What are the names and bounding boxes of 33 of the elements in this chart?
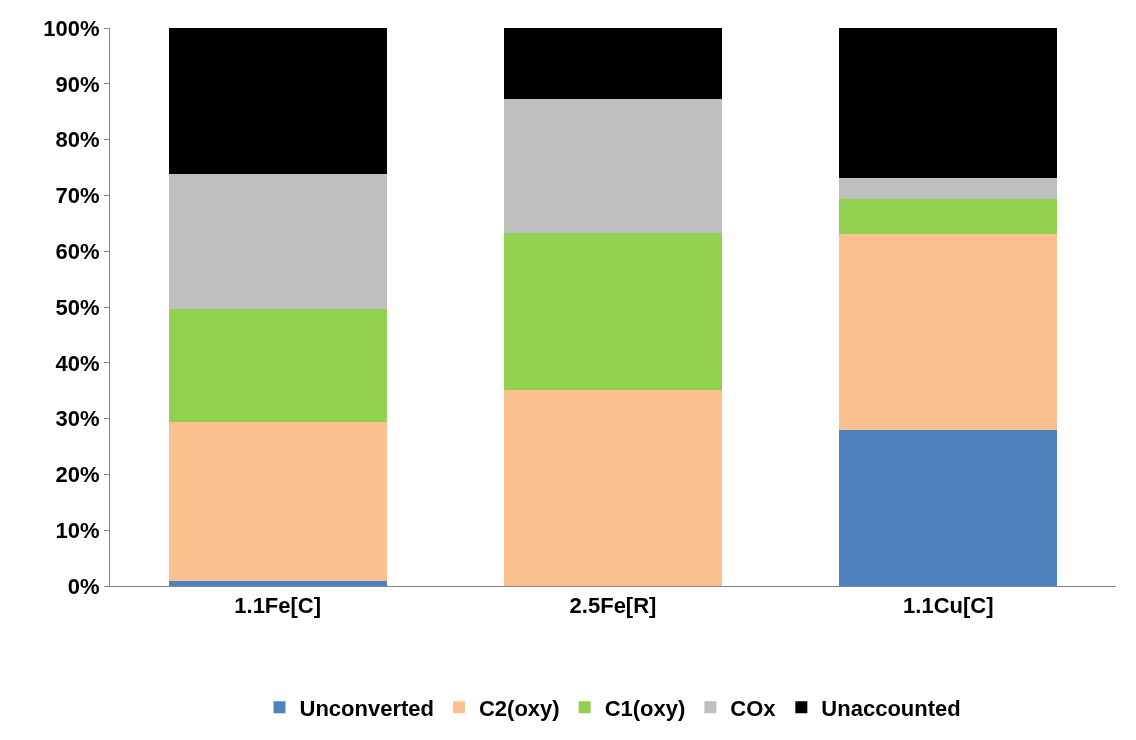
legend-label: C2(oxy) [478, 695, 560, 721]
bar [168, 28, 387, 175]
y-tick-label: 90% [55, 71, 100, 97]
legend-label: COx [730, 695, 777, 721]
bar [504, 232, 722, 391]
bar [839, 233, 1058, 430]
y-tick-label: 20% [55, 462, 100, 488]
bar [168, 308, 387, 422]
y-tick-label: 50% [55, 294, 100, 320]
bar [168, 174, 387, 309]
x-tick-label: 1.1Cu[C] [903, 593, 994, 619]
bar [504, 390, 722, 586]
y-tick-label: 70% [55, 183, 100, 209]
y-tick-label: 0% [67, 573, 100, 599]
bar [839, 198, 1058, 234]
y-tick-label: 100% [43, 15, 100, 41]
y-tick-label: 30% [55, 406, 100, 432]
legend-label: Unaccounted [821, 695, 961, 721]
bar [504, 28, 722, 100]
x-tick-label: 1.1Fe[C] [234, 593, 322, 619]
bar [504, 99, 722, 233]
y-tick-label: 10% [55, 517, 100, 543]
bar [168, 580, 387, 586]
bar [839, 429, 1058, 586]
bar [839, 178, 1058, 199]
y-tick-label: 60% [55, 238, 100, 264]
y-tick-label: 40% [55, 350, 100, 376]
legend-label: C1(oxy) [604, 695, 686, 721]
y-tick-label: 80% [55, 127, 100, 153]
legend-label: Unconverted [299, 695, 434, 721]
bar [839, 28, 1058, 179]
x-tick-label: 2.5Fe[R] [569, 593, 657, 619]
bar [168, 421, 387, 581]
